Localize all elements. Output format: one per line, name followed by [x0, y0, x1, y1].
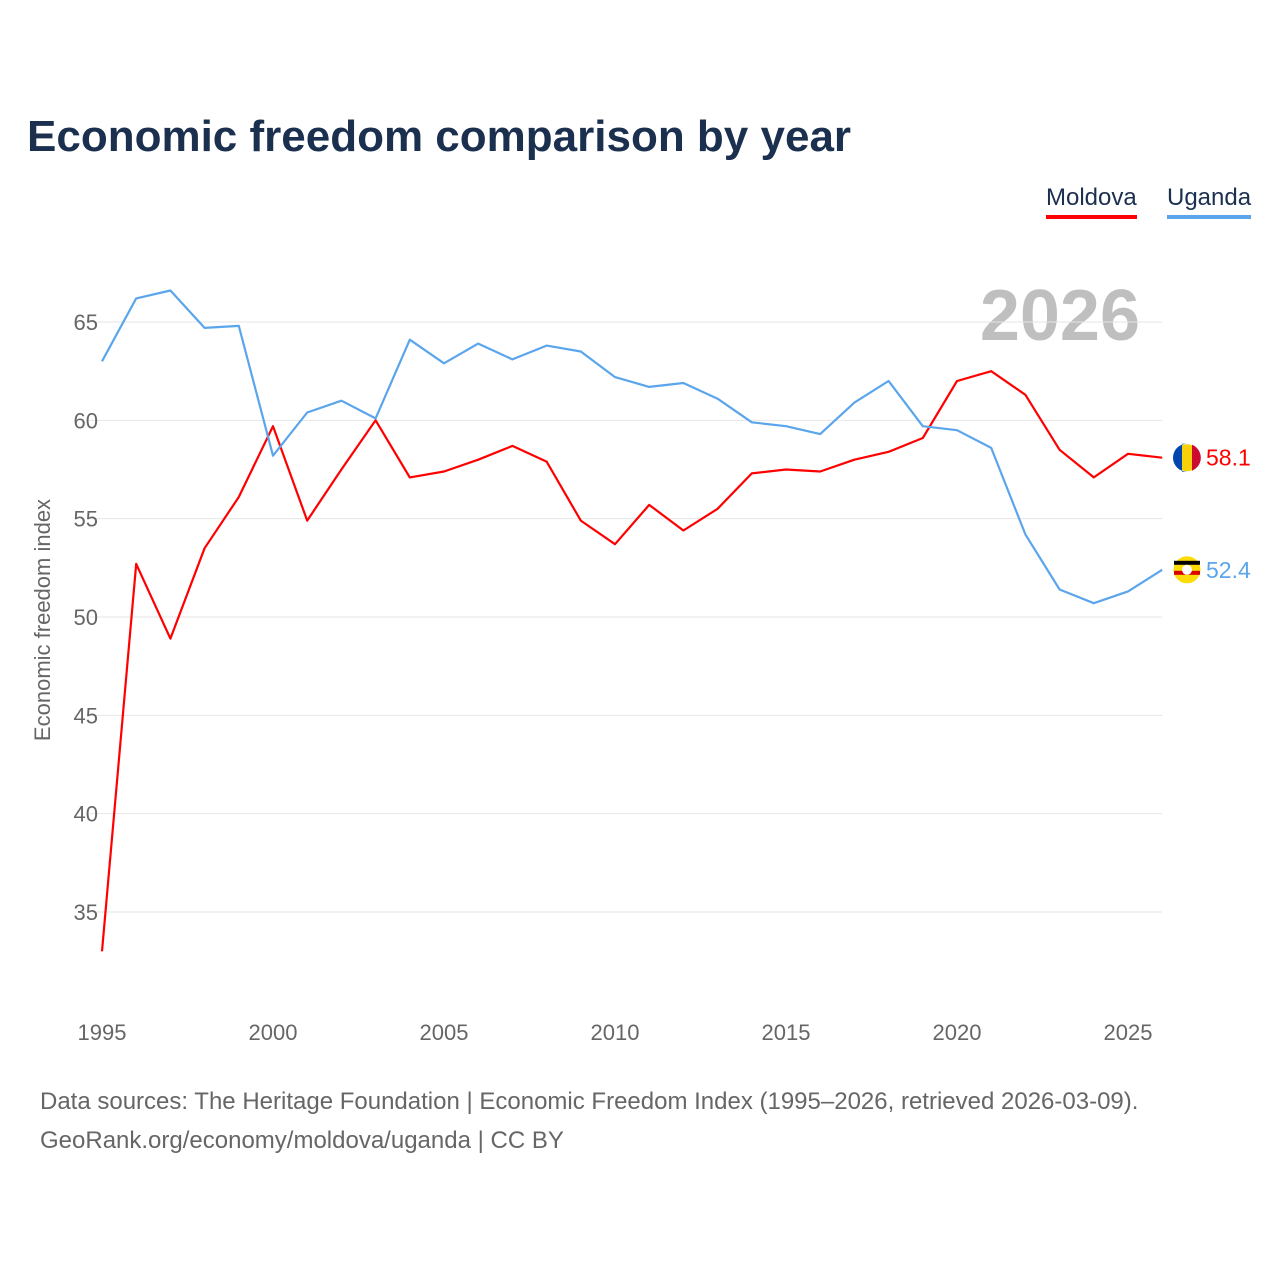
end-value-label: 52.4 — [1206, 557, 1251, 583]
series-line-moldova — [100, 370, 1163, 952]
x-tick-label: 2020 — [933, 1020, 982, 1045]
x-tick-label: 2000 — [249, 1020, 298, 1045]
footer-credit: GeoRank.org/economy/moldova/uganda | CC … — [40, 1127, 564, 1154]
footer-sources: Data sources: The Heritage Foundation | … — [40, 1088, 1139, 1115]
legend-moldova[interactable]: Moldova — [1046, 184, 1137, 219]
series-line-uganda — [101, 289, 1163, 605]
end-value-label: 58.1 — [1206, 445, 1251, 471]
x-tick-label: 1995 — [78, 1020, 127, 1045]
flag-stripe — [1173, 443, 1187, 472]
y-tick-label: 50 — [74, 605, 98, 630]
x-tick-label: 2010 — [591, 1020, 640, 1045]
legend-uganda[interactable]: Uganda — [1167, 184, 1252, 219]
y-axis-label: Economic freedom index — [30, 499, 55, 741]
x-tick-label: 2025 — [1104, 1020, 1153, 1045]
y-tick-label: 60 — [74, 408, 98, 433]
flag-stripe — [1192, 444, 1201, 471]
chart-title: Economic freedom comparison by year — [27, 112, 852, 161]
year-watermark: 2026 — [980, 276, 1140, 356]
x-tick-label: 2005 — [420, 1020, 469, 1045]
y-tick-label: 35 — [74, 900, 98, 925]
y-tick-label: 55 — [74, 507, 98, 532]
x-tick-label: 2015 — [762, 1020, 811, 1045]
y-tick-label: 45 — [74, 703, 98, 728]
y-tick-label: 40 — [74, 802, 98, 827]
flag-emblem — [1182, 564, 1192, 575]
y-tick-label: 65 — [74, 310, 98, 335]
flag-stripe — [1174, 560, 1200, 565]
